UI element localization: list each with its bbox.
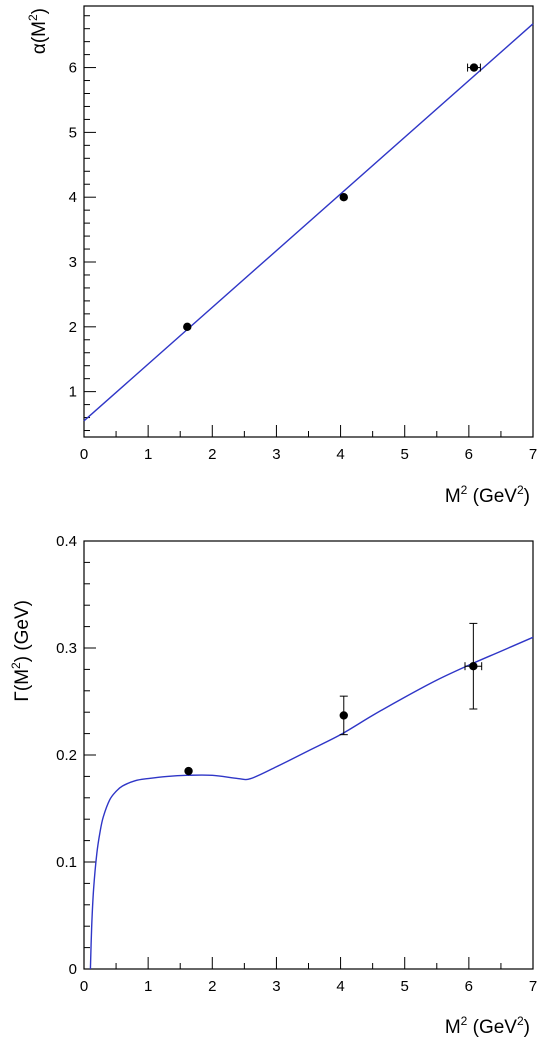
y-tick-labels: 1 2 3 4 5 6 — [69, 60, 77, 401]
y-tick-label: 5 — [69, 124, 77, 141]
y-tick-label: 0.2 — [56, 747, 77, 764]
fit-line — [83, 23, 534, 422]
x-tick-label: 7 — [529, 446, 537, 463]
x-tick-label: 7 — [529, 978, 537, 995]
x-tick-labels: 0 1 2 3 4 5 6 7 — [80, 446, 537, 463]
data-points — [184, 622, 483, 776]
data-point — [184, 766, 193, 776]
y-tick-label: 3 — [69, 254, 77, 271]
x-tick-label: 3 — [272, 978, 280, 995]
y-tick-label: 1 — [69, 384, 77, 401]
y-tick-label: 6 — [69, 60, 77, 77]
y-axis-title: α(M2) — [26, 8, 50, 54]
point-marker — [339, 711, 348, 720]
data-point — [339, 192, 348, 202]
x-tick-label: 5 — [401, 446, 409, 463]
data-points — [183, 63, 481, 332]
x-tick-label: 5 — [401, 978, 409, 995]
fit-curve-path — [89, 636, 534, 970]
x-tick-label: 1 — [144, 978, 152, 995]
x-axis-title: M2 (GeV2) — [445, 483, 530, 507]
y-tick-label: 0.1 — [56, 854, 77, 871]
alpha-plot: 0 1 2 3 4 5 6 7 1 2 3 4 5 6 M2 (GeV2) α(M2) — [26, 5, 537, 507]
point-marker — [184, 766, 193, 776]
x-tick-label: 2 — [208, 978, 216, 995]
y-axis-title: Γ(M2) (GeV) — [9, 600, 33, 702]
y-tick-label: 0.4 — [56, 533, 77, 550]
point-marker — [469, 661, 478, 671]
x-tick-label: 4 — [336, 446, 344, 463]
x-tick-label: 0 — [80, 978, 88, 995]
x-axis-title: M2 (GeV2) — [445, 1014, 530, 1038]
x-tick-label: 1 — [144, 446, 152, 463]
y-tick-label: 0.3 — [56, 640, 77, 657]
x-tick-label: 4 — [336, 978, 344, 995]
y-tick-label: 0 — [69, 961, 77, 978]
point-marker — [183, 322, 192, 332]
x-tick-label: 6 — [465, 446, 473, 463]
x-tick-label: 2 — [208, 446, 216, 463]
point-marker — [469, 63, 479, 72]
axis-ticks — [83, 15, 534, 437]
x-tick-label: 0 — [80, 446, 88, 463]
axis-ticks — [83, 540, 534, 970]
x-tick-labels: 0 1 2 3 4 5 6 7 — [80, 978, 537, 995]
fit-line-path — [83, 23, 534, 422]
data-point — [183, 322, 192, 332]
data-point — [464, 622, 483, 710]
x-tick-label: 3 — [272, 446, 280, 463]
y-tick-labels: 0 0.1 0.2 0.3 0.4 — [56, 533, 77, 978]
plot-frame — [83, 540, 534, 970]
data-point — [339, 695, 348, 736]
y-tick-label: 4 — [69, 189, 77, 206]
x-tick-label: 6 — [465, 978, 473, 995]
fit-curve — [89, 636, 534, 970]
y-tick-label: 2 — [69, 319, 77, 336]
data-point — [467, 63, 481, 72]
gamma-plot: 0 1 2 3 4 5 6 7 0 0.1 0.2 0.3 0.4 M2 (GeV2) Γ(M2) (… — [9, 533, 537, 1038]
point-marker — [339, 192, 348, 202]
